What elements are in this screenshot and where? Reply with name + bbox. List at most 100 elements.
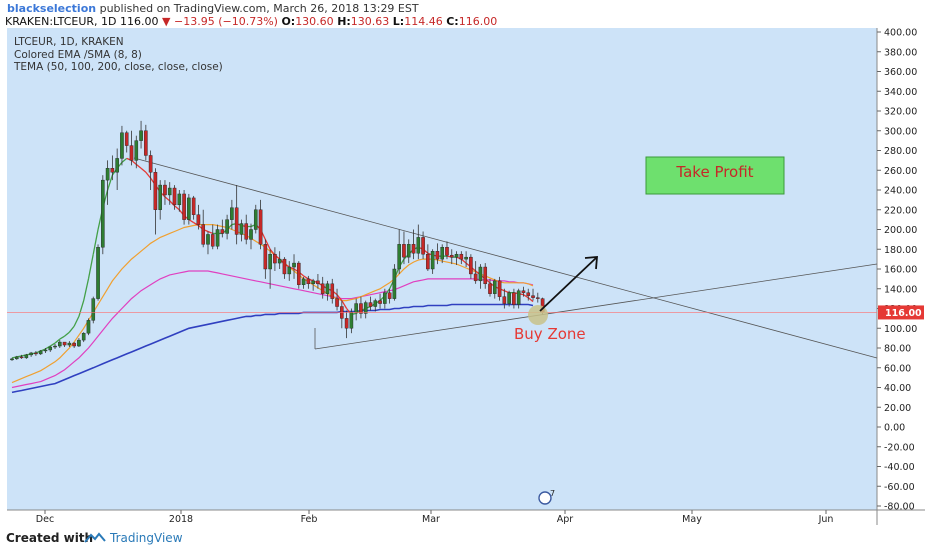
change-value: −13.95 (−10.73%): [173, 15, 278, 28]
close-value: 116.00: [458, 15, 498, 28]
candle-body: [421, 237, 425, 255]
ema8-segment: [264, 239, 271, 250]
candle-up: [430, 249, 435, 274]
candle-body: [325, 283, 330, 294]
ema8-segment: [68, 325, 75, 333]
candle-up: [239, 219, 244, 242]
candle-body: [191, 197, 196, 215]
candle-up: [373, 298, 378, 312]
y-tick-label: -80.00: [884, 502, 915, 513]
candle-down: [163, 180, 167, 205]
legend-ema[interactable]: Colored EMA /SMA (8, 8): [14, 48, 142, 61]
candle-body: [306, 278, 311, 285]
chart-svg[interactable]: 400.00 380.00 360.00 340.00 320.00 300.00 280.…: [7, 28, 925, 525]
candle-body: [536, 297, 540, 299]
chart-area[interactable]: 400.00 380.00 360.00 340.00 320.00 300.00 280.…: [7, 28, 925, 525]
candle-body: [478, 266, 483, 282]
candle-body: [330, 283, 335, 299]
author-link[interactable]: blackselection: [7, 2, 97, 15]
candle-down: [421, 231, 425, 260]
publish-line: blackselection published on TradingView.…: [7, 2, 419, 15]
candle-down: [258, 199, 263, 250]
candle-down: [282, 257, 287, 279]
legend-tema[interactable]: TEMA (50, 100, 200, close, close, close): [14, 61, 223, 73]
candle-up: [139, 120, 143, 149]
buy-zone-circle: [528, 305, 548, 325]
candle-up: [86, 318, 91, 336]
ema8-segment: [164, 196, 171, 202]
last-price-label: 116.00: [885, 308, 922, 319]
candle-body: [531, 295, 535, 298]
ema8-segment: [303, 275, 309, 280]
candle-body: [263, 244, 268, 270]
candle-body: [182, 193, 186, 220]
candle-body: [43, 349, 48, 352]
candle-down: [306, 275, 311, 289]
ema8-segment: [193, 222, 199, 227]
candle-body: [282, 258, 287, 275]
candle-body: [244, 223, 249, 240]
candle-body: [268, 253, 272, 270]
y-tick-label: 180.00: [884, 245, 917, 256]
candle-down: [531, 288, 535, 301]
y-tick-label: 40.00: [884, 383, 911, 394]
candle-body: [387, 292, 392, 299]
low-label: L:: [392, 15, 405, 28]
ema8-segment: [45, 345, 51, 350]
candle-body: [172, 187, 177, 206]
publish-header: blackselection published on TradingView.…: [0, 0, 932, 30]
ema8-segment: [78, 300, 85, 317]
tradingview-logo-icon: [84, 532, 106, 543]
candle-body: [287, 266, 292, 275]
ema8-segment: [523, 294, 529, 299]
indicator-legend: LTCEUR, 1D, KRAKEN Colored EMA /SMA (8, …: [14, 36, 223, 74]
candle-body: [459, 253, 464, 260]
candle-down: [411, 229, 416, 260]
candle-body: [253, 209, 258, 230]
candle-up: [507, 290, 511, 307]
candle-up: [454, 251, 459, 266]
ema8-segment: [54, 338, 61, 344]
candle-body: [359, 303, 363, 314]
candle-body: [411, 244, 416, 254]
candle-body: [402, 244, 406, 258]
x-tick-label: May: [682, 514, 702, 525]
candle-body: [124, 132, 129, 146]
candle-down: [110, 155, 115, 181]
candle-up: [325, 280, 330, 301]
tema100-line: [11, 270, 534, 389]
x-tick-label: Dec: [36, 514, 54, 525]
x-tick-label: 2018: [169, 514, 193, 525]
candle-up: [105, 160, 110, 205]
tradingview-brand[interactable]: TradingView: [110, 531, 183, 545]
candle-body: [81, 332, 86, 341]
candle-body: [58, 341, 62, 347]
candle-up: [249, 223, 253, 250]
candle-body: [196, 214, 201, 225]
candle-up: [516, 288, 521, 309]
high-value: 130.63: [350, 15, 390, 28]
candle-down: [497, 276, 502, 301]
ema8-segment: [121, 157, 128, 163]
candle-down: [196, 204, 201, 230]
descending-trendline: [133, 157, 878, 359]
candle-down: [62, 341, 67, 348]
candle-body: [29, 352, 33, 356]
candle-body: [201, 224, 206, 245]
candle-body: [435, 251, 440, 260]
candle-body: [316, 280, 320, 285]
candle-down: [359, 296, 363, 319]
candle-body: [129, 145, 134, 161]
last-price: 116.00: [120, 15, 159, 28]
candle-body: [383, 292, 387, 304]
candle-body: [177, 193, 182, 206]
candle-up: [478, 264, 483, 289]
candle-body: [220, 229, 225, 234]
candle-down: [378, 293, 382, 309]
candle-body: [134, 140, 139, 161]
ascending-trendline: [314, 263, 878, 350]
candle-down: [244, 214, 249, 245]
legend-symbol[interactable]: LTCEUR, 1D, KRAKEN: [14, 36, 124, 48]
candle-body: [311, 280, 315, 285]
candle-down: [387, 288, 392, 304]
